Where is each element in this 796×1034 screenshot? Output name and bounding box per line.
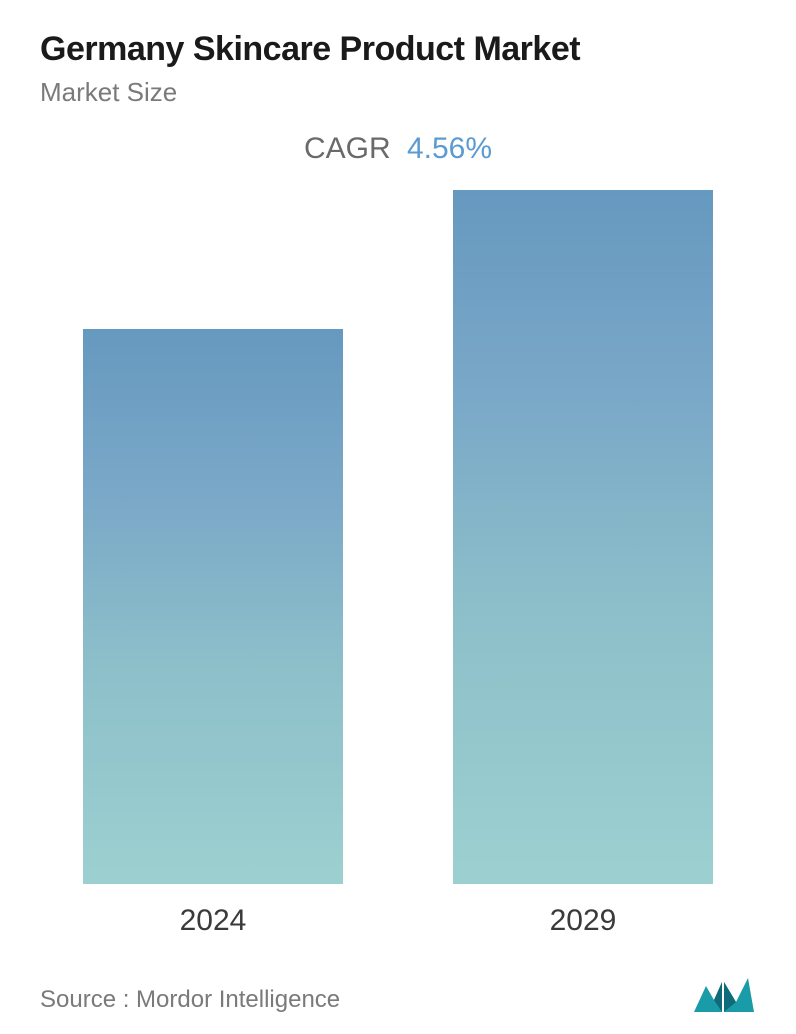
- footer: Source : Mordor Intelligence: [40, 958, 756, 1014]
- bar-label-0: 2024: [180, 904, 247, 938]
- bar-0: [83, 329, 343, 884]
- cagr-row: CAGR 4.56%: [40, 132, 756, 166]
- logo-icon: [692, 974, 756, 1014]
- bar-group-0: 2024: [83, 329, 343, 938]
- bar-1: [453, 190, 713, 884]
- cagr-value: 4.56%: [407, 132, 492, 165]
- chart-container: Germany Skincare Product Market Market S…: [0, 0, 796, 1034]
- chart-title: Germany Skincare Product Market: [40, 30, 756, 69]
- bar-label-1: 2029: [550, 904, 617, 938]
- chart-subtitle: Market Size: [40, 77, 756, 108]
- source-text: Source : Mordor Intelligence: [40, 986, 340, 1014]
- bar-group-1: 2029: [453, 190, 713, 938]
- cagr-label: CAGR: [304, 132, 391, 165]
- chart-area: 2024 2029: [40, 186, 756, 958]
